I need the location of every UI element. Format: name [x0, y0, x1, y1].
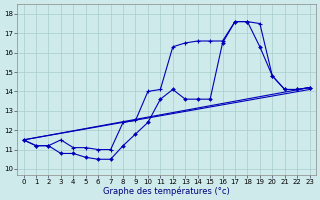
X-axis label: Graphe des températures (°c): Graphe des températures (°c) — [103, 186, 230, 196]
